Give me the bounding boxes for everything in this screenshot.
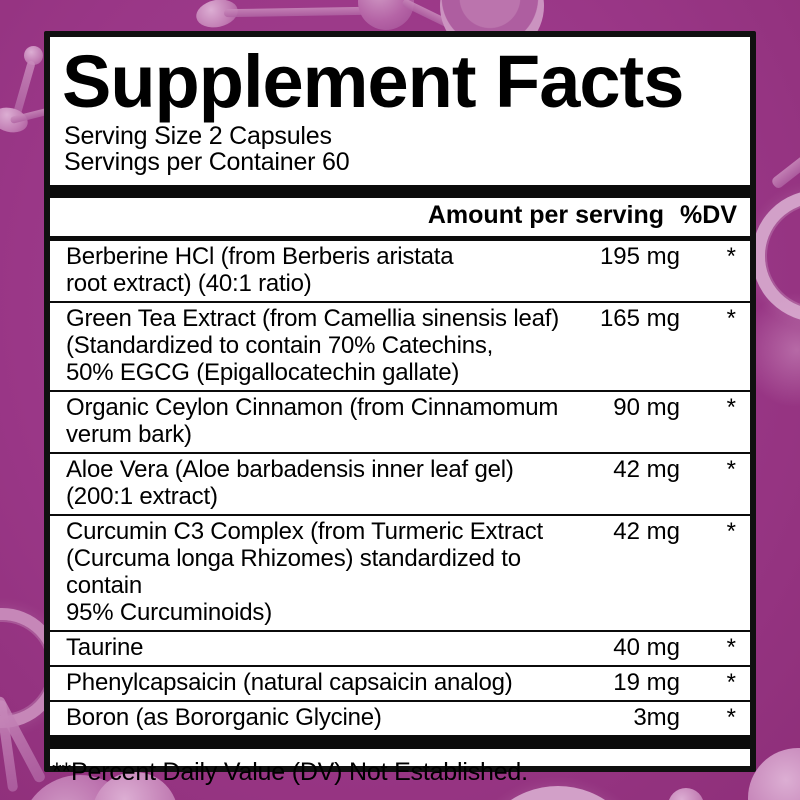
ingredient-row: Aloe Vera (Aloe barbadensis inner leaf g… — [50, 454, 750, 516]
ingredient-name-line: Organic Ceylon Cinnamon (from Cinnamomum — [66, 394, 559, 421]
ingredient-name-line: (200:1 extract) — [66, 483, 218, 510]
ingredient-amount: 42 mg — [613, 518, 680, 545]
ingredient-amount: 42 mg — [613, 456, 680, 483]
molecule-bond-icon — [770, 146, 800, 190]
ingredient-row: Taurine 40 mg * — [50, 632, 750, 667]
ingredient-name-line: 50% EGCG (Epigallocatechin gallate) — [66, 359, 460, 386]
column-header-amount: Amount per serving — [427, 201, 665, 229]
panel-title: Supplement Facts — [62, 40, 684, 123]
ingredient-row: Boron (as Bororganic Glycine) 3mg * — [50, 702, 750, 735]
serving-size: Serving Size 2 Capsules — [64, 122, 332, 150]
ingredient-name-line: 95% Curcuminoids) — [66, 599, 273, 626]
ingredient-dv: * — [726, 243, 736, 270]
ingredient-amount: 195 mg — [599, 243, 680, 270]
ingredient-dv: * — [726, 394, 736, 421]
supplement-facts-panel: Supplement Facts Serving Size 2 Capsules… — [44, 31, 756, 786]
divider-medium — [50, 236, 750, 241]
ingredient-name-line: Curcumin C3 Complex (from Turmeric Extra… — [66, 518, 544, 545]
ingredient-dv: * — [726, 305, 736, 332]
ingredient-row: Organic Ceylon Cinnamon (from Cinnamomum… — [50, 392, 750, 454]
ingredient-name: Boron (as Bororganic Glycine) — [50, 704, 568, 731]
ingredient-row: Phenylcapsaicin (natural capsaicin analo… — [50, 667, 750, 702]
ingredient-dv: * — [726, 669, 736, 696]
ingredient-name: Aloe Vera (Aloe barbadensis inner leaf g… — [50, 456, 568, 510]
ingredient-amount: 3mg — [633, 704, 680, 731]
ingredient-name-line: Berberine HCl (from Berberis aristata — [66, 243, 454, 270]
molecule-node-icon — [668, 788, 704, 800]
footnote: **Percent Daily Value (DV) Not Establish… — [52, 758, 528, 786]
ingredient-dv: * — [726, 704, 736, 731]
ingredient-name: Organic Ceylon Cinnamon (from Cinnamomum… — [50, 394, 568, 448]
column-header: Amount per serving %DV — [50, 198, 750, 232]
ingredient-name: Taurine — [50, 634, 568, 661]
ingredient-row: Berberine HCl (from Berberis aristata roo… — [50, 241, 750, 303]
divider-thick-top — [50, 185, 750, 198]
ingredient-name-line: (Standardized to contain 70% Catechins, — [66, 332, 494, 359]
ingredient-amount: 90 mg — [613, 394, 680, 421]
servings-per-container: Servings per Container 60 — [64, 148, 350, 176]
molecule-ring-icon — [472, 786, 644, 800]
ingredient-name-line: Phenylcapsaicin (natural capsaicin analo… — [66, 669, 513, 696]
ingredient-dv: * — [726, 518, 736, 545]
ingredient-name: Curcumin C3 Complex (from Turmeric Extra… — [50, 518, 568, 626]
ingredient-name-line: Taurine — [66, 634, 144, 661]
ingredient-amount: 40 mg — [613, 634, 680, 661]
molecule-bond-icon — [223, 6, 367, 18]
ingredient-name-line: (Curcuma longa Rhizomes) standardized to… — [66, 545, 521, 599]
ingredient-row: Curcumin C3 Complex (from Turmeric Extra… — [50, 516, 750, 632]
ingredient-amount: 165 mg — [599, 305, 680, 332]
ingredient-name: Green Tea Extract (from Camellia sinensi… — [50, 305, 568, 386]
ingredient-name-line: Green Tea Extract (from Camellia sinensi… — [66, 305, 560, 332]
ingredient-row: Green Tea Extract (from Camellia sinensi… — [50, 303, 750, 392]
column-header-dv: %DV — [680, 201, 737, 229]
ingredient-amount: 19 mg — [613, 669, 680, 696]
ingredient-name: Phenylcapsaicin (natural capsaicin analo… — [50, 669, 568, 696]
ingredient-name: Berberine HCl (from Berberis aristata roo… — [50, 243, 568, 297]
ingredient-name-line: root extract) (40:1 ratio) — [66, 270, 312, 297]
ingredient-dv: * — [726, 456, 736, 483]
ingredient-name-line: verum bark) — [66, 421, 192, 448]
ingredient-name-line: Aloe Vera (Aloe barbadensis inner leaf g… — [66, 456, 514, 483]
ingredient-rows: Berberine HCl (from Berberis aristata roo… — [50, 241, 750, 735]
divider-thick-bottom — [50, 735, 750, 749]
ingredient-name-line: Boron (as Bororganic Glycine) — [66, 704, 382, 731]
ingredient-dv: * — [726, 634, 736, 661]
